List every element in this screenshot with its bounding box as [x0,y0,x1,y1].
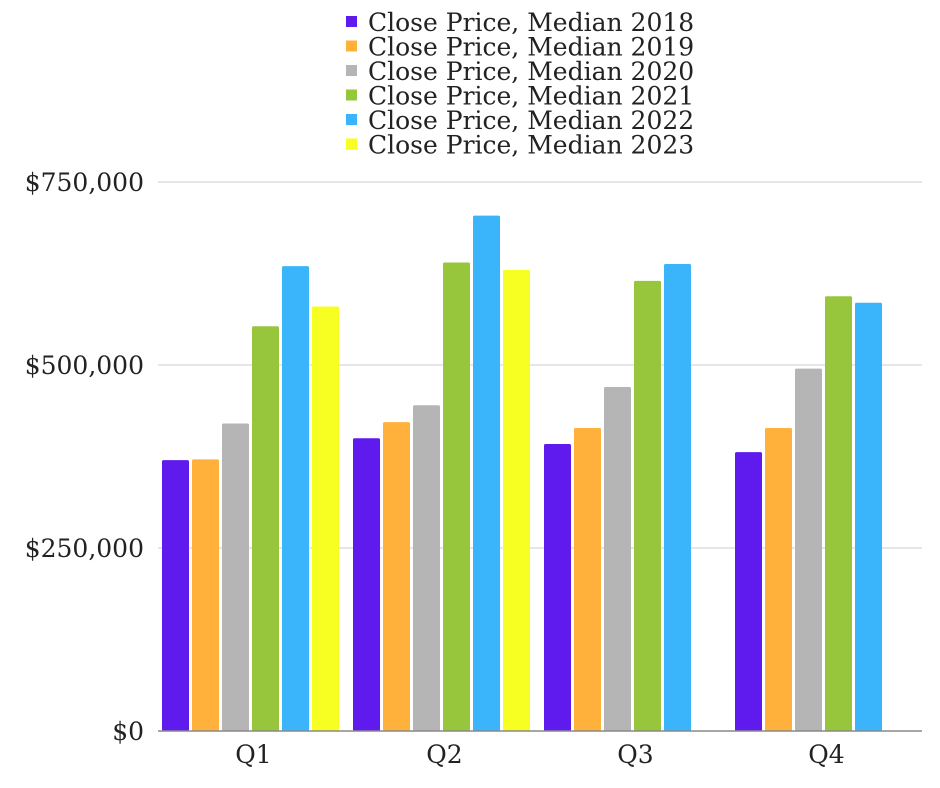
x-category-label: Q1 [235,740,271,769]
x-category-label: Q2 [426,740,462,769]
bar-q1-series-2 [222,423,249,731]
legend-label: Close Price, Median 2020 [368,57,694,86]
y-tick-label: $750,000 [25,168,144,197]
bar-q3-series-3 [634,280,661,731]
bar-q1-series-1 [192,459,219,731]
legend-swatch [346,65,357,76]
bar-q3-series-0 [544,444,571,731]
bar-q1-series-4 [282,266,309,731]
bar-q3-series-1 [574,427,601,731]
legend-swatch [346,40,357,52]
bar-series [162,215,882,731]
bar-q1-series-5 [312,306,339,731]
legend-label: Close Price, Median 2019 [368,33,694,62]
y-tick-label: $500,000 [25,351,144,380]
bar-q3-series-2 [604,386,631,731]
legend-label: Close Price, Median 2018 [368,8,694,37]
bar-q2-series-2 [413,405,440,731]
bar-q2-series-0 [353,438,380,731]
legend-swatch [346,114,357,125]
bar-q4-series-1 [765,427,792,731]
legend-label: Close Price, Median 2022 [368,106,694,135]
x-axis: Q1 Q2 Q3 Q4 [158,730,922,769]
bar-q4-series-2 [795,368,822,731]
bar-q3-series-4 [664,263,691,731]
bar-q2-series-5 [503,269,530,731]
bar-q4-series-4 [855,302,882,731]
legend-label: Close Price, Median 2023 [368,131,694,160]
bar-q2-series-1 [383,422,410,731]
bar-q4-series-3 [825,296,852,731]
y-axis-tick-labels: $0 $250,000 $500,000 $750,000 [25,168,144,746]
bar-q2-series-4 [473,215,500,731]
bar-q2-series-3 [443,262,470,731]
legend-swatch [346,89,357,101]
bar-q1-series-0 [162,460,189,731]
bar-q4-series-0 [735,452,762,731]
legend-swatch [346,138,357,150]
x-category-label: Q4 [808,740,844,769]
legend-swatch [346,16,357,27]
legend-label: Close Price, Median 2021 [368,82,694,111]
y-tick-label: $0 [112,717,144,746]
x-category-label: Q3 [617,740,653,769]
bar-q1-series-3 [252,326,279,731]
y-tick-label: $250,000 [25,534,144,563]
